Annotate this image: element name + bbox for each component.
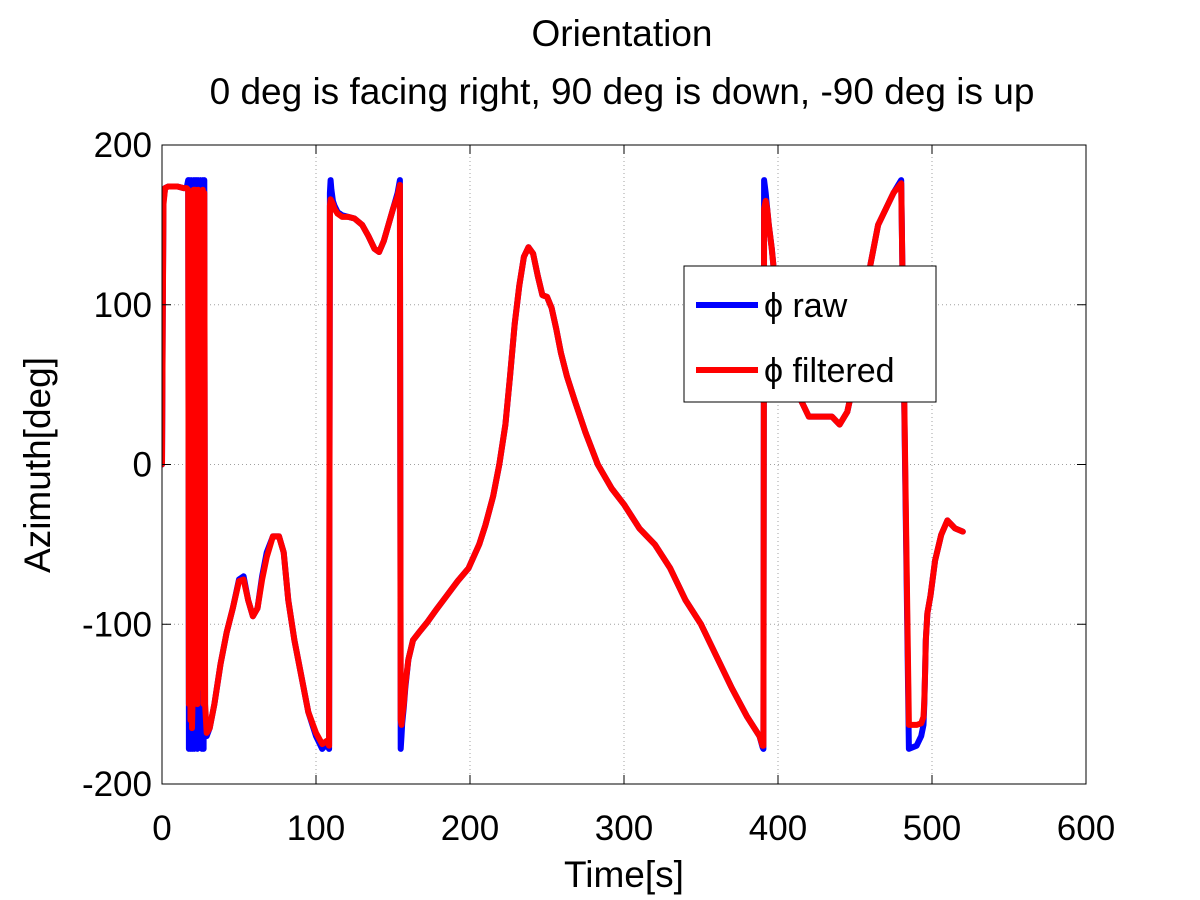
chart-subtitle: 0 deg is facing right, 90 deg is down, -…: [210, 71, 1035, 112]
y-tick-label: -100: [82, 605, 152, 644]
y-axis-label: Azimuth[deg]: [17, 357, 58, 573]
series-line-filtered: [162, 180, 966, 749]
grid: [162, 145, 1086, 784]
x-tick-label: 300: [595, 809, 653, 848]
legend-label-raw: ϕ raw: [764, 287, 848, 325]
plot-area: [162, 145, 1086, 784]
x-tick-label: 100: [287, 809, 345, 848]
x-axis-label: Time[s]: [564, 854, 684, 895]
legend-label-filtered: ϕ filtered: [764, 352, 895, 390]
ticks: 0 100 200 300 400 500 600 -200 -100 0 100 200: [82, 126, 1115, 848]
x-tick-label: 200: [441, 809, 499, 848]
series-layer: [162, 177, 966, 752]
legend-box: [683, 265, 937, 403]
y-tick-label: -200: [82, 765, 152, 804]
chart-title: Orientation: [532, 13, 713, 54]
y-tick-label: 100: [94, 286, 152, 325]
x-tick-label: 500: [903, 809, 961, 848]
x-tick-label: 400: [749, 809, 807, 848]
x-tick-label: 600: [1057, 809, 1115, 848]
y-tick-label: 0: [133, 446, 152, 485]
legend: ϕ raw ϕ filtered: [683, 265, 937, 403]
x-tick-label: 0: [152, 809, 171, 848]
y-tick-label: 200: [94, 126, 152, 165]
